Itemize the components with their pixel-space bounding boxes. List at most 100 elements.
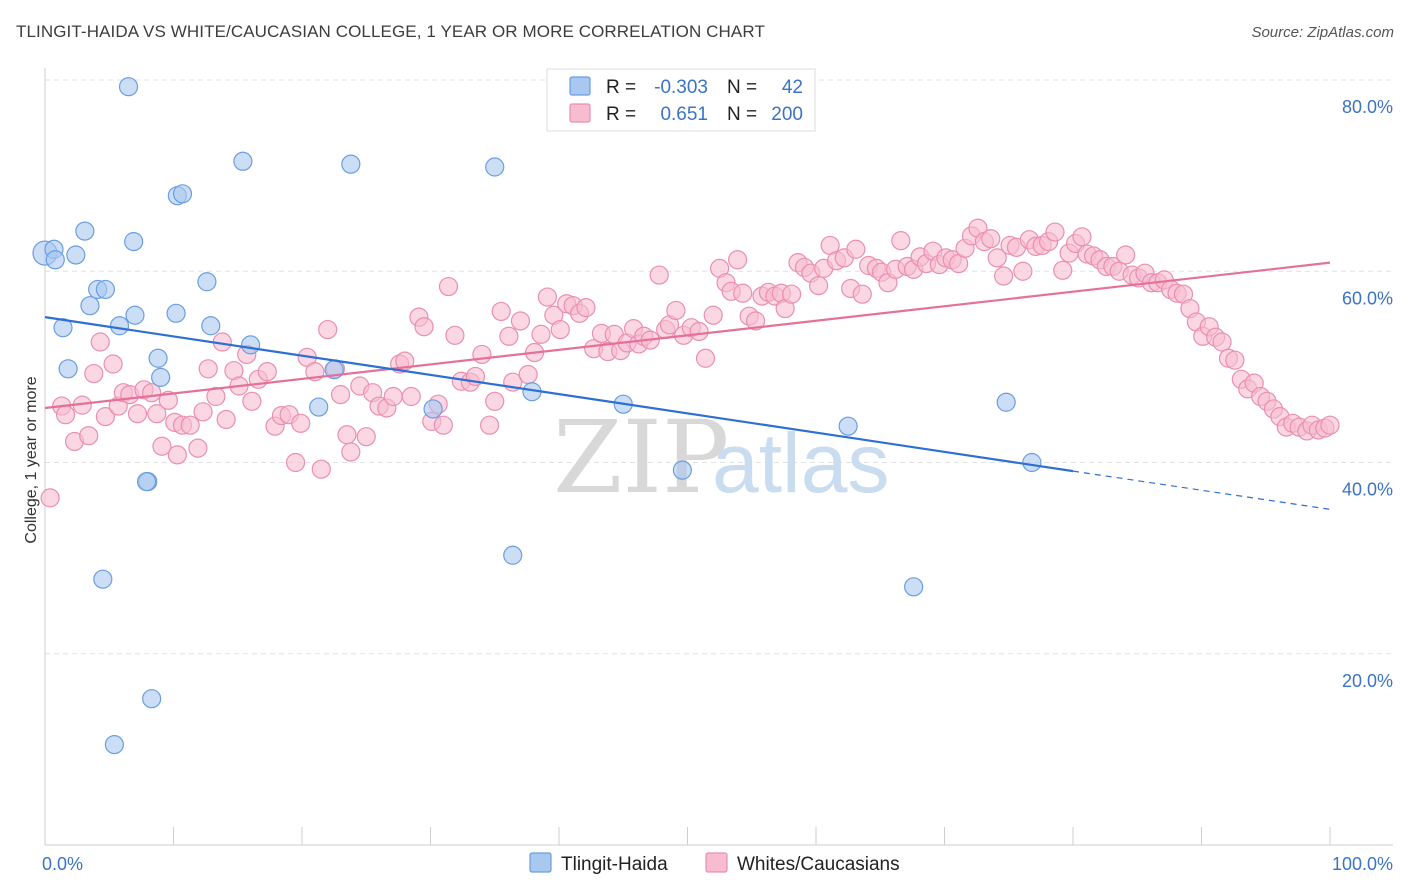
data-point-whites-caucasians <box>356 427 376 447</box>
data-point-whites-caucasians <box>666 300 686 321</box>
data-point-whites-caucasians <box>1320 415 1340 435</box>
data-point-tlingit-haida <box>485 157 505 177</box>
data-point-whites-caucasians <box>472 344 492 365</box>
data-point-whites-caucasians <box>987 248 1007 268</box>
axes <box>44 68 1393 846</box>
data-point-tlingit-haida <box>241 335 261 355</box>
data-point-whites-caucasians <box>1072 227 1092 247</box>
data-point-whites-caucasians <box>891 231 911 251</box>
data-point-tlingit-haida <box>104 734 124 755</box>
data-point-whites-caucasians <box>242 391 262 411</box>
data-point-whites-caucasians <box>491 301 511 322</box>
data-point-whites-caucasians <box>1013 261 1033 281</box>
data-point-tlingit-haida <box>124 232 144 252</box>
data-point-whites-caucasians <box>733 283 753 303</box>
data-point-whites-caucasians <box>193 402 213 422</box>
data-point-whites-caucasians <box>103 354 123 374</box>
tlingit-haida-points <box>32 77 1042 755</box>
y-tick-label: 60.0% <box>1342 288 1393 308</box>
data-point-whites-caucasians <box>341 442 361 462</box>
watermark-zip: ZIP <box>553 399 729 516</box>
data-point-whites-caucasians <box>480 415 500 435</box>
data-point-tlingit-haida <box>136 472 157 492</box>
data-point-whites-caucasians <box>1225 350 1245 370</box>
data-point-whites-caucasians <box>649 265 669 285</box>
data-point-tlingit-haida <box>233 151 253 171</box>
data-point-tlingit-haida <box>109 316 130 336</box>
data-point-whites-caucasians <box>90 332 110 352</box>
data-point-whites-caucasians <box>550 319 570 340</box>
series-legend[interactable]: Tlingit-Haida Whites/Caucasians <box>529 852 900 875</box>
data-point-tlingit-haida <box>80 296 100 316</box>
data-point-tlingit-haida <box>309 397 329 417</box>
data-point-tlingit-haida <box>672 460 692 480</box>
data-point-whites-caucasians <box>531 324 551 344</box>
data-point-tlingit-haida <box>118 77 139 97</box>
data-point-tlingit-haida <box>66 245 86 265</box>
data-point-tlingit-haida <box>53 318 73 338</box>
legend-r-label: R = <box>606 104 636 125</box>
data-point-whites-caucasians <box>485 391 505 411</box>
data-point-whites-caucasians <box>537 287 558 307</box>
data-point-tlingit-haida <box>172 184 193 204</box>
trend-lines <box>44 261 1331 510</box>
data-point-whites-caucasians <box>808 275 829 296</box>
bottom-legend-label-tlingit-haida: Tlingit-Haida <box>561 854 668 875</box>
trend-line-tlingit-haida-extension <box>1072 470 1331 510</box>
data-point-tlingit-haida <box>45 250 65 270</box>
data-point-whites-caucasians <box>414 317 434 337</box>
data-point-whites-caucasians <box>994 266 1014 286</box>
data-point-whites-caucasians <box>433 415 453 435</box>
data-point-whites-caucasians <box>330 385 351 405</box>
trend-line-whites-caucasians <box>44 261 1331 410</box>
data-point-tlingit-haida <box>197 272 217 292</box>
chart-title: TLINGIT-HAIDA VS WHITE/CAUCASIAN COLLEGE… <box>16 22 765 41</box>
bottom-legend-swatch-whites-caucasians <box>705 852 728 873</box>
legend-r-label: R = <box>606 77 636 98</box>
data-point-whites-caucasians <box>257 362 277 382</box>
source-label: Source: ZipAtlas.com <box>1251 24 1394 41</box>
watermark-atlas: atlas <box>712 416 889 510</box>
data-point-whites-caucasians <box>291 413 311 433</box>
data-point-tlingit-haida <box>58 359 78 379</box>
data-point-whites-caucasians <box>981 229 1001 249</box>
x-tick-label-max: 100.0% <box>1332 854 1393 874</box>
data-point-whites-caucasians <box>1045 222 1065 242</box>
data-point-whites-caucasians <box>1212 332 1232 352</box>
data-point-whites-caucasians <box>1116 245 1136 265</box>
data-point-whites-caucasians <box>84 363 104 384</box>
data-point-whites-caucasians <box>852 284 872 304</box>
data-point-whites-caucasians <box>445 325 465 345</box>
data-point-whites-caucasians <box>55 405 76 425</box>
data-point-whites-caucasians <box>152 436 172 456</box>
data-point-whites-caucasians <box>510 311 531 331</box>
data-point-whites-caucasians <box>318 319 338 340</box>
data-point-whites-caucasians <box>846 239 866 259</box>
y-tick-label: 40.0% <box>1342 480 1393 500</box>
legend-swatch-whites-caucasians <box>569 103 591 123</box>
legend-r-value-tlingit-haida: -0.303 <box>654 77 708 98</box>
data-point-tlingit-haida <box>125 305 145 325</box>
data-point-whites-caucasians <box>167 445 187 465</box>
y-axis-label: College, 1 year or more <box>23 376 40 543</box>
data-point-whites-caucasians <box>198 359 218 379</box>
data-point-whites-caucasians <box>188 438 208 458</box>
data-point-whites-caucasians <box>337 425 357 445</box>
data-point-whites-caucasians <box>158 390 178 410</box>
y-tick-labels: 20.0% 40.0% 60.0% 80.0% <box>1342 97 1393 691</box>
data-point-tlingit-haida <box>93 569 113 589</box>
data-point-whites-caucasians <box>438 276 459 297</box>
data-point-whites-caucasians <box>285 452 306 473</box>
data-point-whites-caucasians <box>576 297 596 318</box>
data-point-whites-caucasians <box>728 250 748 270</box>
data-point-whites-caucasians <box>746 311 766 331</box>
y-tick-label: 20.0% <box>1342 671 1393 691</box>
data-point-tlingit-haida <box>904 577 924 597</box>
legend-n-label: N = <box>727 77 757 98</box>
data-point-whites-caucasians <box>180 415 200 435</box>
data-point-whites-caucasians <box>499 326 519 346</box>
data-point-whites-caucasians <box>311 459 331 479</box>
data-point-whites-caucasians <box>147 404 167 424</box>
data-point-whites-caucasians <box>40 488 60 508</box>
data-point-tlingit-haida <box>142 689 162 709</box>
